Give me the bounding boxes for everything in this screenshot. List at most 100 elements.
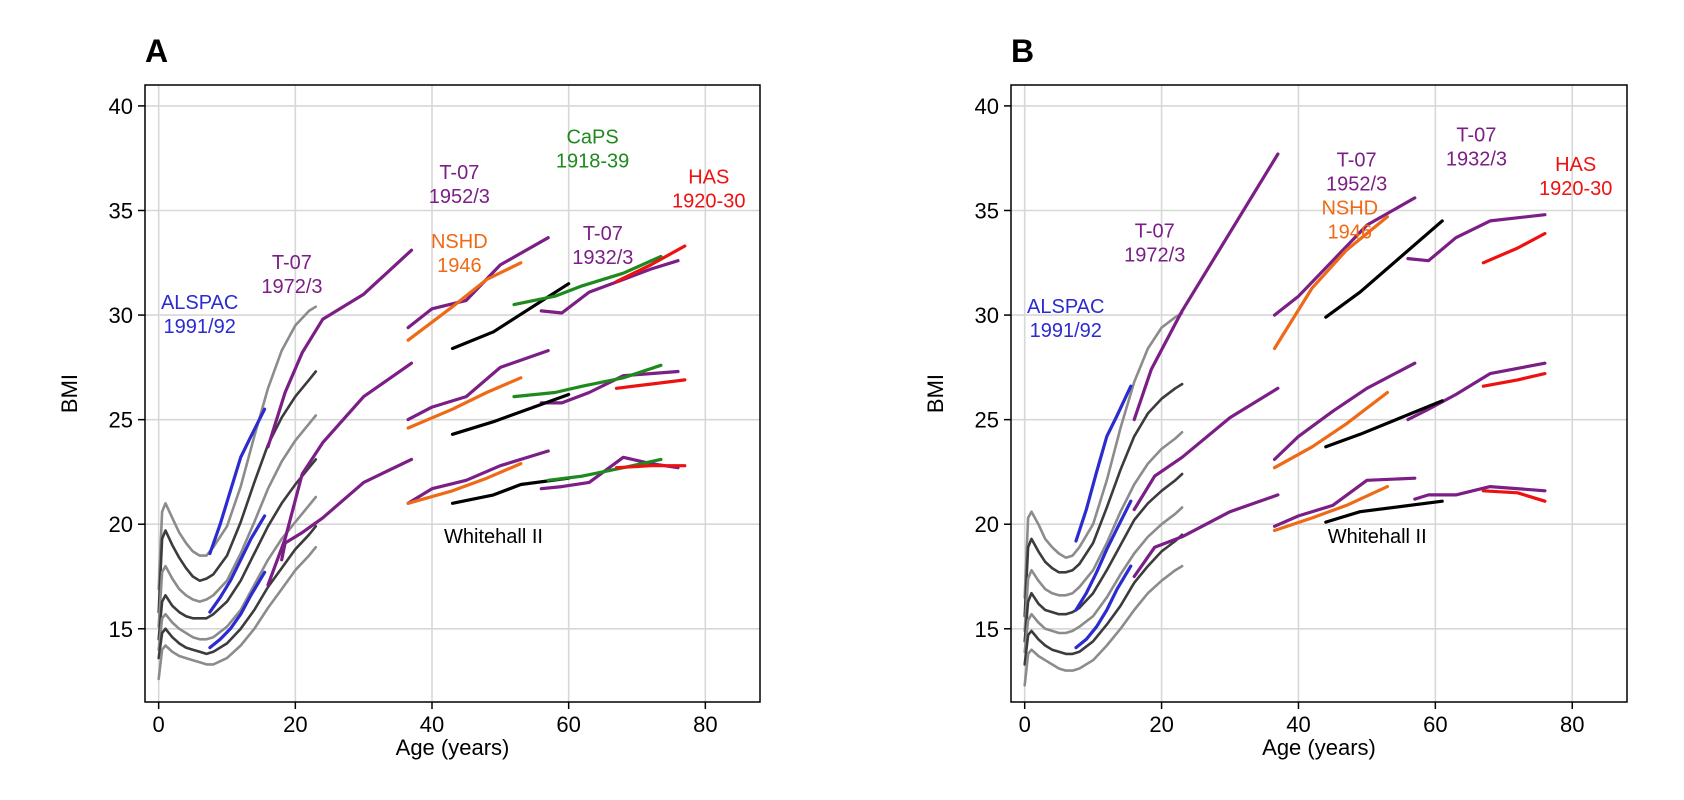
annotation-line: 1946 <box>1328 222 1373 244</box>
x-axis-label: Age (years) <box>396 735 510 760</box>
annotation-line: T-07 <box>272 252 312 274</box>
annotation-line: HAS <box>688 166 729 188</box>
x-tick-label: 60 <box>556 712 580 737</box>
cohort-series-line <box>1481 372 1547 388</box>
x-tick-label: 20 <box>1149 712 1173 737</box>
cohort-series-line <box>512 363 663 399</box>
cohort-series-line <box>450 476 571 505</box>
cohort-series-line <box>208 570 267 650</box>
y-axis-label: BMI <box>923 374 948 413</box>
plot-frame <box>144 84 761 703</box>
cohort-annotation: Whitehall II <box>444 526 543 548</box>
cohort-annotation: CaPS 1918-39 <box>556 127 629 173</box>
cohort-series-line <box>1324 499 1444 524</box>
cohort-series-line <box>266 248 414 449</box>
annotation-line: NSHD <box>1321 198 1378 220</box>
annotation-line: T-07 <box>1456 124 1496 146</box>
cohort-series-line <box>406 449 550 505</box>
cohort-series-line <box>406 462 523 505</box>
cohort-annotation: HAS 1920-30 <box>672 166 745 212</box>
annotation-line: 1932/3 <box>572 247 633 269</box>
cohort-series-line <box>1413 485 1547 501</box>
annotation-line: T-07 <box>439 162 479 184</box>
cohort-series-line <box>1406 213 1547 263</box>
cohort-series-line <box>539 455 680 491</box>
cohort-annotation: NSHD 1946 <box>431 231 488 277</box>
reference-centile-curve <box>157 545 318 681</box>
y-tick-label: 20 <box>975 512 999 537</box>
annotation-line: 1946 <box>437 255 482 277</box>
cohort-series-line <box>406 376 523 430</box>
annotation-line: 1918-39 <box>556 151 629 173</box>
cohort-series-line <box>1132 493 1280 579</box>
annotation-line: CaPS <box>566 127 618 149</box>
cohort-annotation: T-07 1932/3 <box>1446 124 1507 170</box>
panel-label: B <box>1011 33 1034 69</box>
y-tick-label: 15 <box>109 617 133 642</box>
cohort-series-line <box>1481 489 1547 503</box>
y-tick-label: 35 <box>109 198 133 223</box>
cohort-series-line <box>1272 196 1417 317</box>
cohort-series-line <box>614 378 687 390</box>
y-tick-label: 25 <box>109 408 133 433</box>
annotation-line: 1972/3 <box>261 276 322 298</box>
cohort-series-line <box>1272 215 1390 351</box>
cohort-series-line <box>266 361 414 587</box>
reference-centile-curve <box>157 414 318 629</box>
cohort-series-line <box>1324 399 1444 449</box>
panel-label: A <box>145 33 168 69</box>
y-tick-label: 35 <box>975 198 999 223</box>
cohort-series-line <box>614 464 687 470</box>
x-axis-label: Age (years) <box>1262 735 1376 760</box>
cohort-series-line <box>1132 152 1280 422</box>
cohort-annotation: ALSPAC 1991/92 <box>1027 296 1104 342</box>
y-tick-label: 15 <box>975 617 999 642</box>
cohort-series-line <box>614 244 687 284</box>
cohort-series-line <box>1272 485 1390 533</box>
x-tick-label: 80 <box>693 712 717 737</box>
cohort-series-line <box>406 349 550 422</box>
cohort-series-line <box>280 457 414 562</box>
cohort-series-line <box>546 457 663 482</box>
cohort-annotation: T-07 1952/3 <box>429 162 490 208</box>
y-axis-label: BMI <box>57 374 82 413</box>
annotation-line: HAS <box>1555 154 1596 176</box>
annotation-line: T-07 <box>1135 221 1175 243</box>
cohort-series-line <box>406 261 523 342</box>
reference-centile-curve <box>157 370 318 614</box>
y-tick-label: 30 <box>975 303 999 328</box>
reference-centile-curve <box>1023 382 1184 618</box>
annotation-line: 1932/3 <box>1446 148 1507 170</box>
cohort-annotation: HAS 1920-30 <box>1539 154 1612 200</box>
annotation-line: Whitehall II <box>444 526 543 548</box>
cohort-annotation: T-07 1972/3 <box>261 252 322 298</box>
annotation-line: 1991/92 <box>164 316 236 338</box>
x-tick-label: 0 <box>153 712 165 737</box>
cohort-series-line <box>1272 476 1417 528</box>
annotation-line: 1920-30 <box>672 190 745 212</box>
cohort-series-line <box>1074 564 1133 650</box>
plot-frame <box>1010 84 1628 703</box>
reference-centile-curve <box>157 524 318 660</box>
reference-centile-curve <box>1023 533 1184 666</box>
cohort-annotation: Whitehall II <box>1328 526 1427 548</box>
annotation-line: 1991/92 <box>1030 320 1102 342</box>
x-tick-label: 40 <box>1286 712 1310 737</box>
cohort-annotation: ALSPAC 1991/92 <box>161 292 238 338</box>
reference-centile-curve <box>1023 564 1184 687</box>
x-tick-label: 60 <box>1423 712 1447 737</box>
cohort-series-line <box>1074 384 1133 543</box>
y-tick-label: 40 <box>975 94 999 119</box>
cohort-series-line <box>1272 390 1390 470</box>
annotation-line: T-07 <box>1337 150 1377 172</box>
cohort-annotation: T-07 1932/3 <box>572 223 633 269</box>
cohort-annotation: NSHD 1946 <box>1321 198 1378 244</box>
y-tick-label: 30 <box>109 303 133 328</box>
cohort-series-line <box>1406 361 1547 422</box>
annotation-line: 1952/3 <box>429 186 490 208</box>
cohort-series-line <box>1074 499 1133 612</box>
cohort-annotation: T-07 1972/3 <box>1124 221 1185 267</box>
